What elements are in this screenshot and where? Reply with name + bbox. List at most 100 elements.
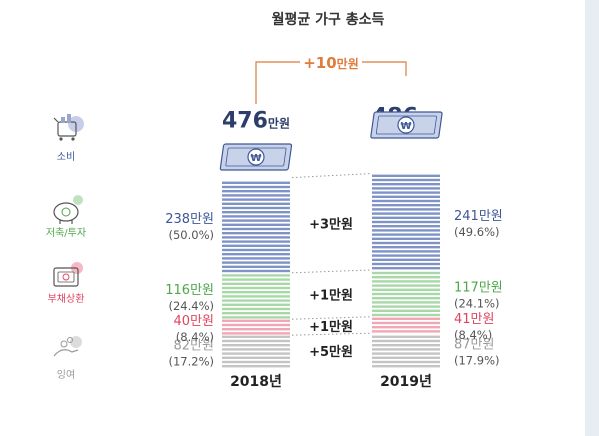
bar-stripe bbox=[372, 352, 440, 355]
bar-stripe bbox=[372, 321, 440, 325]
bar-stripe bbox=[222, 194, 290, 197]
value-label-0-3: 238만원 bbox=[165, 212, 214, 227]
percent-label-1-2: (24.1%) bbox=[454, 296, 500, 310]
bar-stripe bbox=[372, 267, 440, 270]
value-label-0-0: 82만원 bbox=[174, 339, 214, 354]
total-change-unit: 만원 bbox=[337, 56, 359, 71]
bar-stripe bbox=[372, 254, 440, 257]
bar-stripe bbox=[372, 276, 440, 279]
total-change-value: +10 bbox=[303, 54, 336, 72]
bar-stripe bbox=[372, 297, 440, 300]
bar-segment-0-2 bbox=[222, 274, 290, 319]
bar-stripe bbox=[372, 365, 440, 368]
bar-stripe bbox=[372, 216, 440, 219]
percent-label-1-1: (8.4%) bbox=[454, 328, 492, 342]
change-label-1: +1만원 bbox=[309, 319, 353, 335]
banknote-icon-2018: ₩ bbox=[219, 143, 293, 171]
bar-stripe bbox=[372, 330, 440, 333]
bar-stripe bbox=[222, 198, 290, 201]
bar-stripe bbox=[372, 280, 440, 283]
right-margin-strip bbox=[585, 0, 599, 436]
bar-stripe bbox=[372, 288, 440, 291]
hand-coins-icon bbox=[53, 336, 82, 357]
bar-stripe bbox=[222, 253, 290, 256]
connectors-group bbox=[291, 173, 371, 336]
bar-stripe bbox=[222, 227, 290, 231]
bar-stripe bbox=[372, 348, 440, 351]
bar-stripe bbox=[372, 335, 440, 338]
bar-stripe bbox=[372, 344, 440, 347]
bar-stripe bbox=[222, 286, 290, 290]
bar-stripe bbox=[222, 190, 290, 193]
bar-stripe bbox=[372, 191, 440, 194]
value-label-1-1: 41만원 bbox=[454, 312, 494, 327]
bar-stripe bbox=[372, 262, 440, 266]
connector-line-2 bbox=[291, 269, 371, 274]
total-change-label: +10만원 bbox=[303, 54, 359, 72]
bar-stripe bbox=[372, 246, 440, 249]
bar-stripe bbox=[372, 183, 440, 186]
bar-stripe bbox=[372, 174, 440, 177]
value-label-0-1: 40만원 bbox=[174, 314, 214, 329]
money-card-icon bbox=[53, 262, 83, 287]
bar-segment-0-1 bbox=[222, 319, 290, 335]
bar-stripe bbox=[222, 244, 290, 247]
bar-stripe bbox=[372, 326, 440, 329]
bar-stripe bbox=[372, 339, 440, 343]
bar-stripe bbox=[222, 257, 290, 260]
bar-stripe bbox=[372, 313, 440, 317]
bar-stripe bbox=[222, 202, 290, 205]
bar-stripe bbox=[222, 319, 290, 322]
bar-stripe bbox=[222, 344, 290, 347]
bar-stripe bbox=[222, 303, 290, 306]
bar-stripe bbox=[372, 258, 440, 261]
bar-stripe bbox=[222, 299, 290, 302]
bar-segment-0-0 bbox=[222, 335, 290, 368]
percent-label-1-0: (17.9%) bbox=[454, 354, 500, 368]
total-unit-0: 만원 bbox=[268, 116, 290, 131]
bar-stripe bbox=[372, 360, 440, 364]
bar-stripe bbox=[222, 206, 290, 210]
legend-label-savings: 저축/투자 bbox=[46, 227, 86, 239]
bar-stripe bbox=[372, 309, 440, 312]
bar-stripe bbox=[222, 307, 290, 311]
change-label-0: +5만원 bbox=[309, 344, 353, 360]
percent-label-1-3: (49.6%) bbox=[454, 225, 500, 239]
bar-segment-1-0 bbox=[372, 335, 440, 368]
bar-stripe bbox=[222, 240, 290, 243]
bar-stripe bbox=[372, 229, 440, 232]
total-change-bracket bbox=[255, 61, 407, 104]
bar-stripe bbox=[222, 282, 290, 285]
bar-segment-1-1 bbox=[372, 317, 440, 333]
bar-stripe bbox=[372, 187, 440, 190]
bar-stripe bbox=[222, 223, 290, 226]
bar-stripe bbox=[222, 215, 290, 218]
bar-segment-0-3 bbox=[222, 181, 290, 273]
bar-stripe bbox=[222, 339, 290, 343]
total-label-0: 476만원 bbox=[222, 109, 290, 134]
bar-stripe bbox=[222, 185, 290, 189]
bar-stripe bbox=[372, 241, 440, 245]
change-label-3: +3만원 bbox=[309, 217, 353, 233]
bar-stripe bbox=[222, 278, 290, 281]
percent-label-0-3: (50.0%) bbox=[168, 228, 214, 242]
connector-line-1 bbox=[291, 316, 371, 320]
bar-stripe bbox=[372, 199, 440, 203]
total-value-0: 476 bbox=[222, 109, 268, 134]
bar-stripe bbox=[222, 219, 290, 222]
chart-title: 월평균 가구 총소득 bbox=[272, 11, 385, 28]
change-label-2: +1만원 bbox=[309, 288, 353, 304]
bar-stripe bbox=[222, 316, 290, 319]
legend-label-debt: 부채상환 bbox=[48, 293, 85, 305]
legend-label-surplus: 잉여 bbox=[57, 369, 75, 381]
bar-stripe bbox=[222, 360, 290, 364]
bar-stripe bbox=[372, 178, 440, 182]
piggy-bank-icon bbox=[53, 195, 83, 224]
svg-text:₩: ₩ bbox=[250, 153, 261, 164]
bar-stripe bbox=[222, 261, 290, 264]
bar-stripe bbox=[372, 284, 440, 287]
labels-group: +5만원 +1만원 +1만원 +3만원 82만원(17.2%) 87만원(17.9%) 40… bbox=[165, 105, 502, 369]
bar-stripe bbox=[372, 301, 440, 304]
